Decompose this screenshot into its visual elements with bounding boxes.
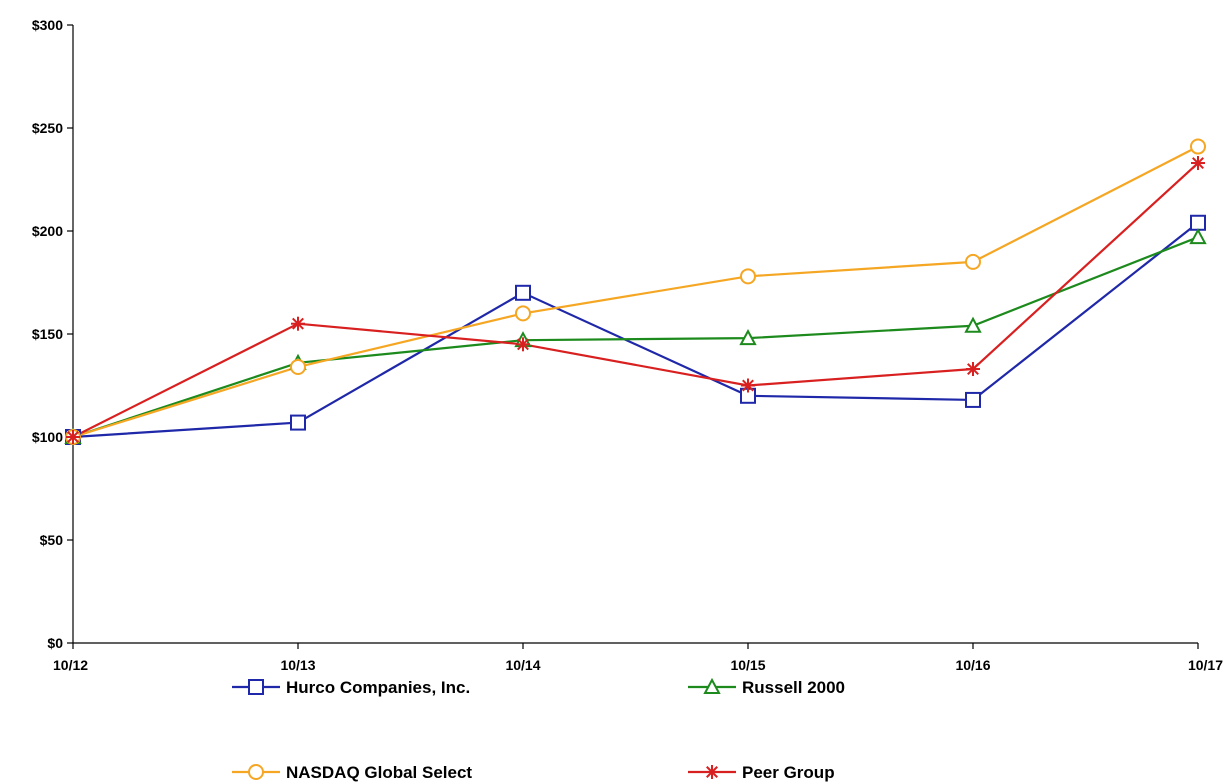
y-tick-label: $0 <box>47 635 63 651</box>
data-point <box>290 358 306 375</box>
data-point <box>1190 138 1206 155</box>
data-point <box>515 284 531 301</box>
data-point <box>66 430 80 444</box>
series-line <box>72 236 1199 439</box>
x-tick-label: 10/13 <box>280 657 315 673</box>
series-line <box>72 145 1199 439</box>
series-markers <box>64 138 1207 445</box>
data-point <box>1190 214 1206 231</box>
data-point <box>740 268 756 285</box>
x-tick-label: 10/16 <box>955 657 990 673</box>
y-tick-label: $150 <box>32 326 63 342</box>
data-point <box>741 378 755 393</box>
data-point <box>516 337 530 352</box>
chart-legend: Hurco Companies, Inc. Russell 2000 NASDAQ … <box>232 677 845 782</box>
y-tick-label: $50 <box>40 532 64 548</box>
legend-label: Russell 2000 <box>742 678 845 697</box>
data-point <box>1191 156 1205 171</box>
legend-label: Hurco Companies, Inc. <box>286 678 470 697</box>
data-point <box>965 391 981 408</box>
data-point <box>290 414 306 431</box>
x-tick-label: 10/12 <box>53 657 88 673</box>
y-tick-label: $200 <box>32 223 63 239</box>
series-line <box>72 221 1199 439</box>
legend-item: Peer Group <box>688 763 835 782</box>
legend-marker <box>703 677 721 694</box>
data-point <box>964 316 982 333</box>
legend-item: Hurco Companies, Inc. <box>232 678 470 697</box>
data-point <box>291 316 305 331</box>
data-point <box>966 362 980 377</box>
series-lines <box>72 145 1199 439</box>
x-tick-label: 10/15 <box>730 657 765 673</box>
legend-label: NASDAQ Global Select <box>286 763 472 782</box>
data-point <box>739 329 757 346</box>
legend-item: Russell 2000 <box>688 677 845 697</box>
x-tick-label: 10/14 <box>505 657 540 673</box>
y-tick-label: $300 <box>32 17 63 33</box>
series-line <box>72 162 1199 438</box>
chart-axes: $0 $50 $100 $150 $200 $250 $300 10/12 10/13 10/14… <box>32 17 1223 673</box>
y-tick-label: $250 <box>32 120 63 136</box>
legend-label: Peer Group <box>742 763 835 782</box>
x-tick-label: 10/17 <box>1188 657 1223 673</box>
legend-marker <box>248 679 264 695</box>
data-point <box>965 253 981 270</box>
legend-marker <box>705 765 719 779</box>
data-point <box>1189 228 1207 245</box>
legend-marker <box>248 764 264 780</box>
y-tick-label: $100 <box>32 429 63 445</box>
legend-item: NASDAQ Global Select <box>232 763 472 782</box>
data-point <box>515 305 531 322</box>
